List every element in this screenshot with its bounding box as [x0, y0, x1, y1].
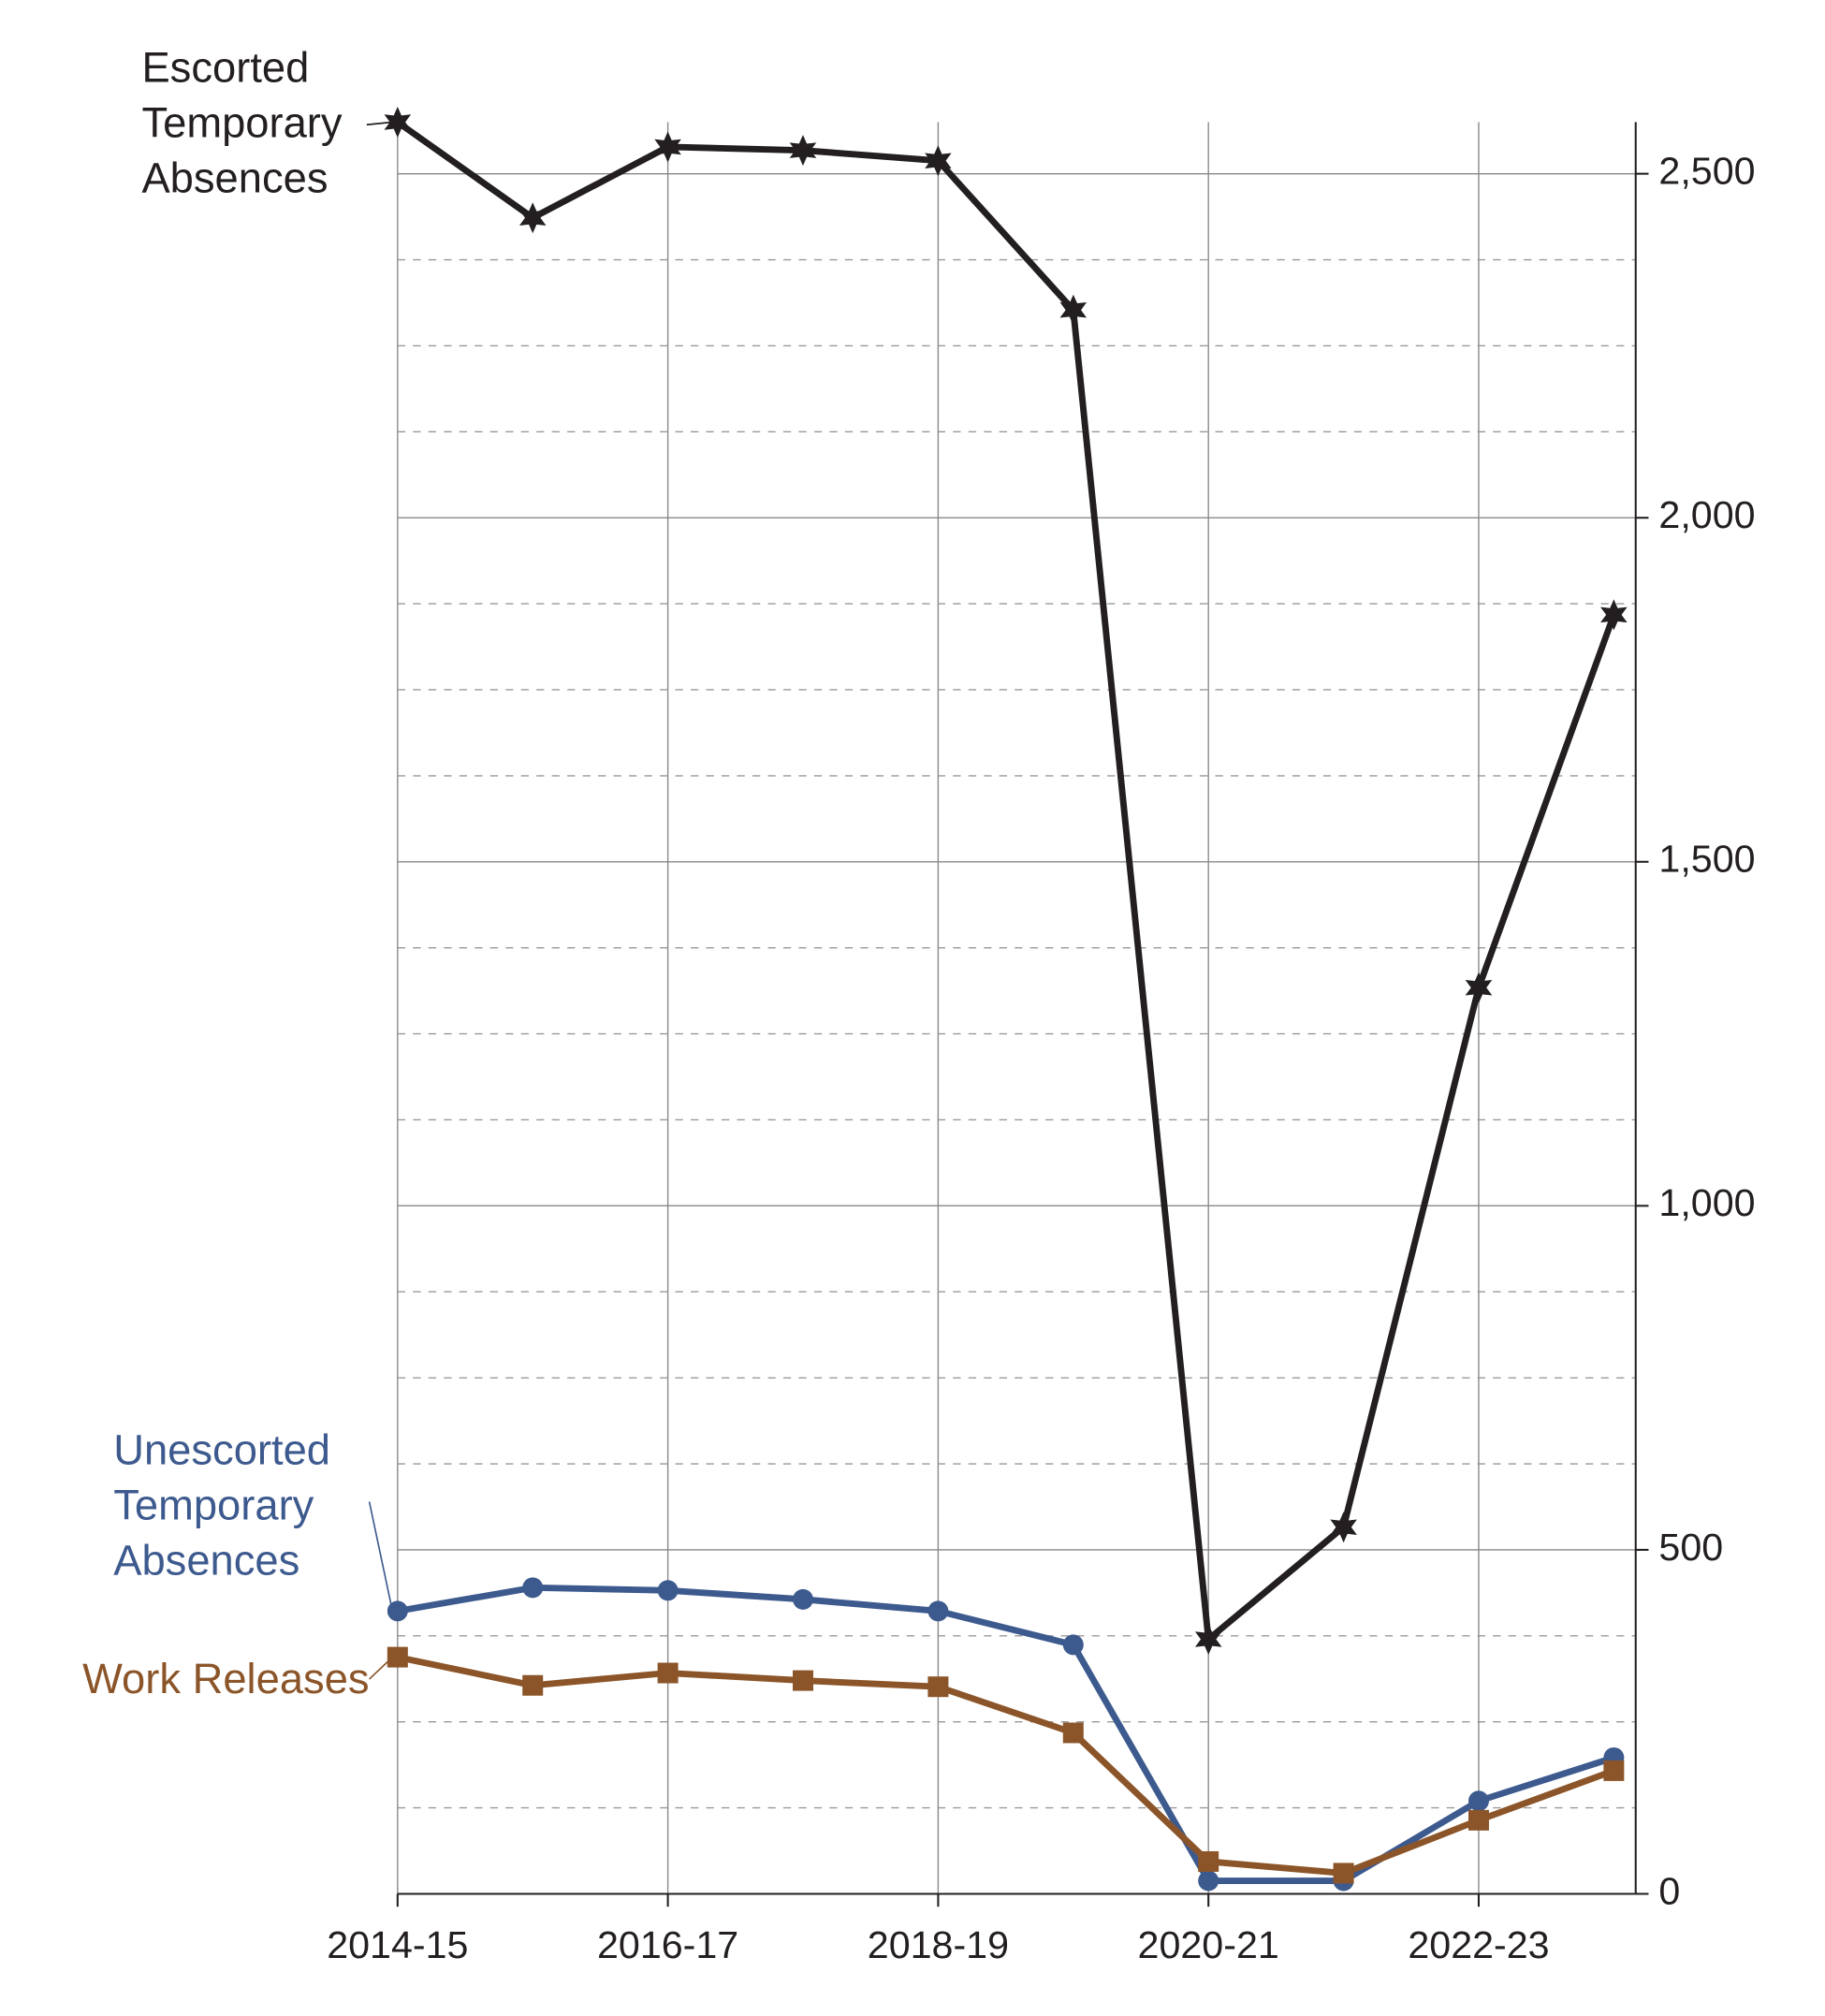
x-tick-label: 2016-17 — [597, 1923, 738, 1966]
x-tick-label: 2014-15 — [327, 1923, 468, 1966]
marker — [657, 1580, 679, 1601]
series-label-line: Work Releases — [82, 1655, 370, 1702]
marker — [1467, 1790, 1489, 1812]
series-label: Escorted Temporary Absences — [141, 44, 342, 202]
marker — [1062, 1722, 1084, 1744]
marker — [927, 1600, 949, 1622]
series-label: Unescorted Temporary Absences — [113, 1425, 330, 1584]
marker — [1600, 599, 1628, 631]
marker — [1194, 1624, 1222, 1655]
series-line — [395, 119, 1617, 1643]
marker — [522, 1577, 544, 1599]
marker — [1467, 1809, 1489, 1831]
y-tick-label: 2,500 — [1658, 150, 1755, 193]
series-label: Work Releases — [82, 1655, 370, 1702]
marker — [1062, 1634, 1084, 1656]
marker — [1198, 1850, 1219, 1872]
y-tick-label: 2,000 — [1658, 493, 1755, 536]
x-tick-label: 2020-21 — [1138, 1923, 1279, 1966]
y-tick-label: 1,500 — [1658, 838, 1755, 881]
marker — [925, 145, 952, 177]
y-tick-label: 500 — [1658, 1526, 1723, 1569]
marker — [657, 1662, 679, 1684]
marker — [1333, 1863, 1354, 1884]
x-tick-label: 2022-23 — [1408, 1923, 1549, 1966]
leader-line — [366, 121, 393, 126]
series-label-line: Absences — [113, 1536, 299, 1584]
marker — [518, 202, 547, 234]
marker — [927, 1676, 949, 1698]
leader-line — [369, 1657, 393, 1680]
y-tick-label: 1,000 — [1658, 1181, 1755, 1224]
marker — [1330, 1512, 1357, 1543]
marker — [793, 1588, 813, 1610]
marker — [654, 131, 681, 163]
marker — [1059, 294, 1088, 326]
y-tick-label: 0 — [1658, 1869, 1680, 1912]
marker — [384, 107, 412, 138]
marker — [793, 1670, 813, 1691]
x-tick-label: 2018-19 — [868, 1923, 1009, 1966]
marker — [1465, 971, 1493, 1003]
marker — [387, 1646, 408, 1668]
series-label-line: Temporary — [113, 1481, 314, 1528]
marker — [522, 1674, 544, 1696]
marker — [1603, 1760, 1625, 1781]
marker — [1198, 1870, 1219, 1892]
series-label-line: Unescorted — [113, 1425, 330, 1473]
series-label-line: Temporary — [141, 99, 342, 147]
marker — [387, 1600, 408, 1622]
series-label-line: Absences — [141, 154, 328, 202]
series-line — [397, 1654, 1615, 1877]
marker — [789, 135, 817, 167]
leader-line — [368, 1501, 394, 1612]
series-line — [397, 1584, 1615, 1884]
series-label-line: Escorted — [141, 44, 309, 92]
